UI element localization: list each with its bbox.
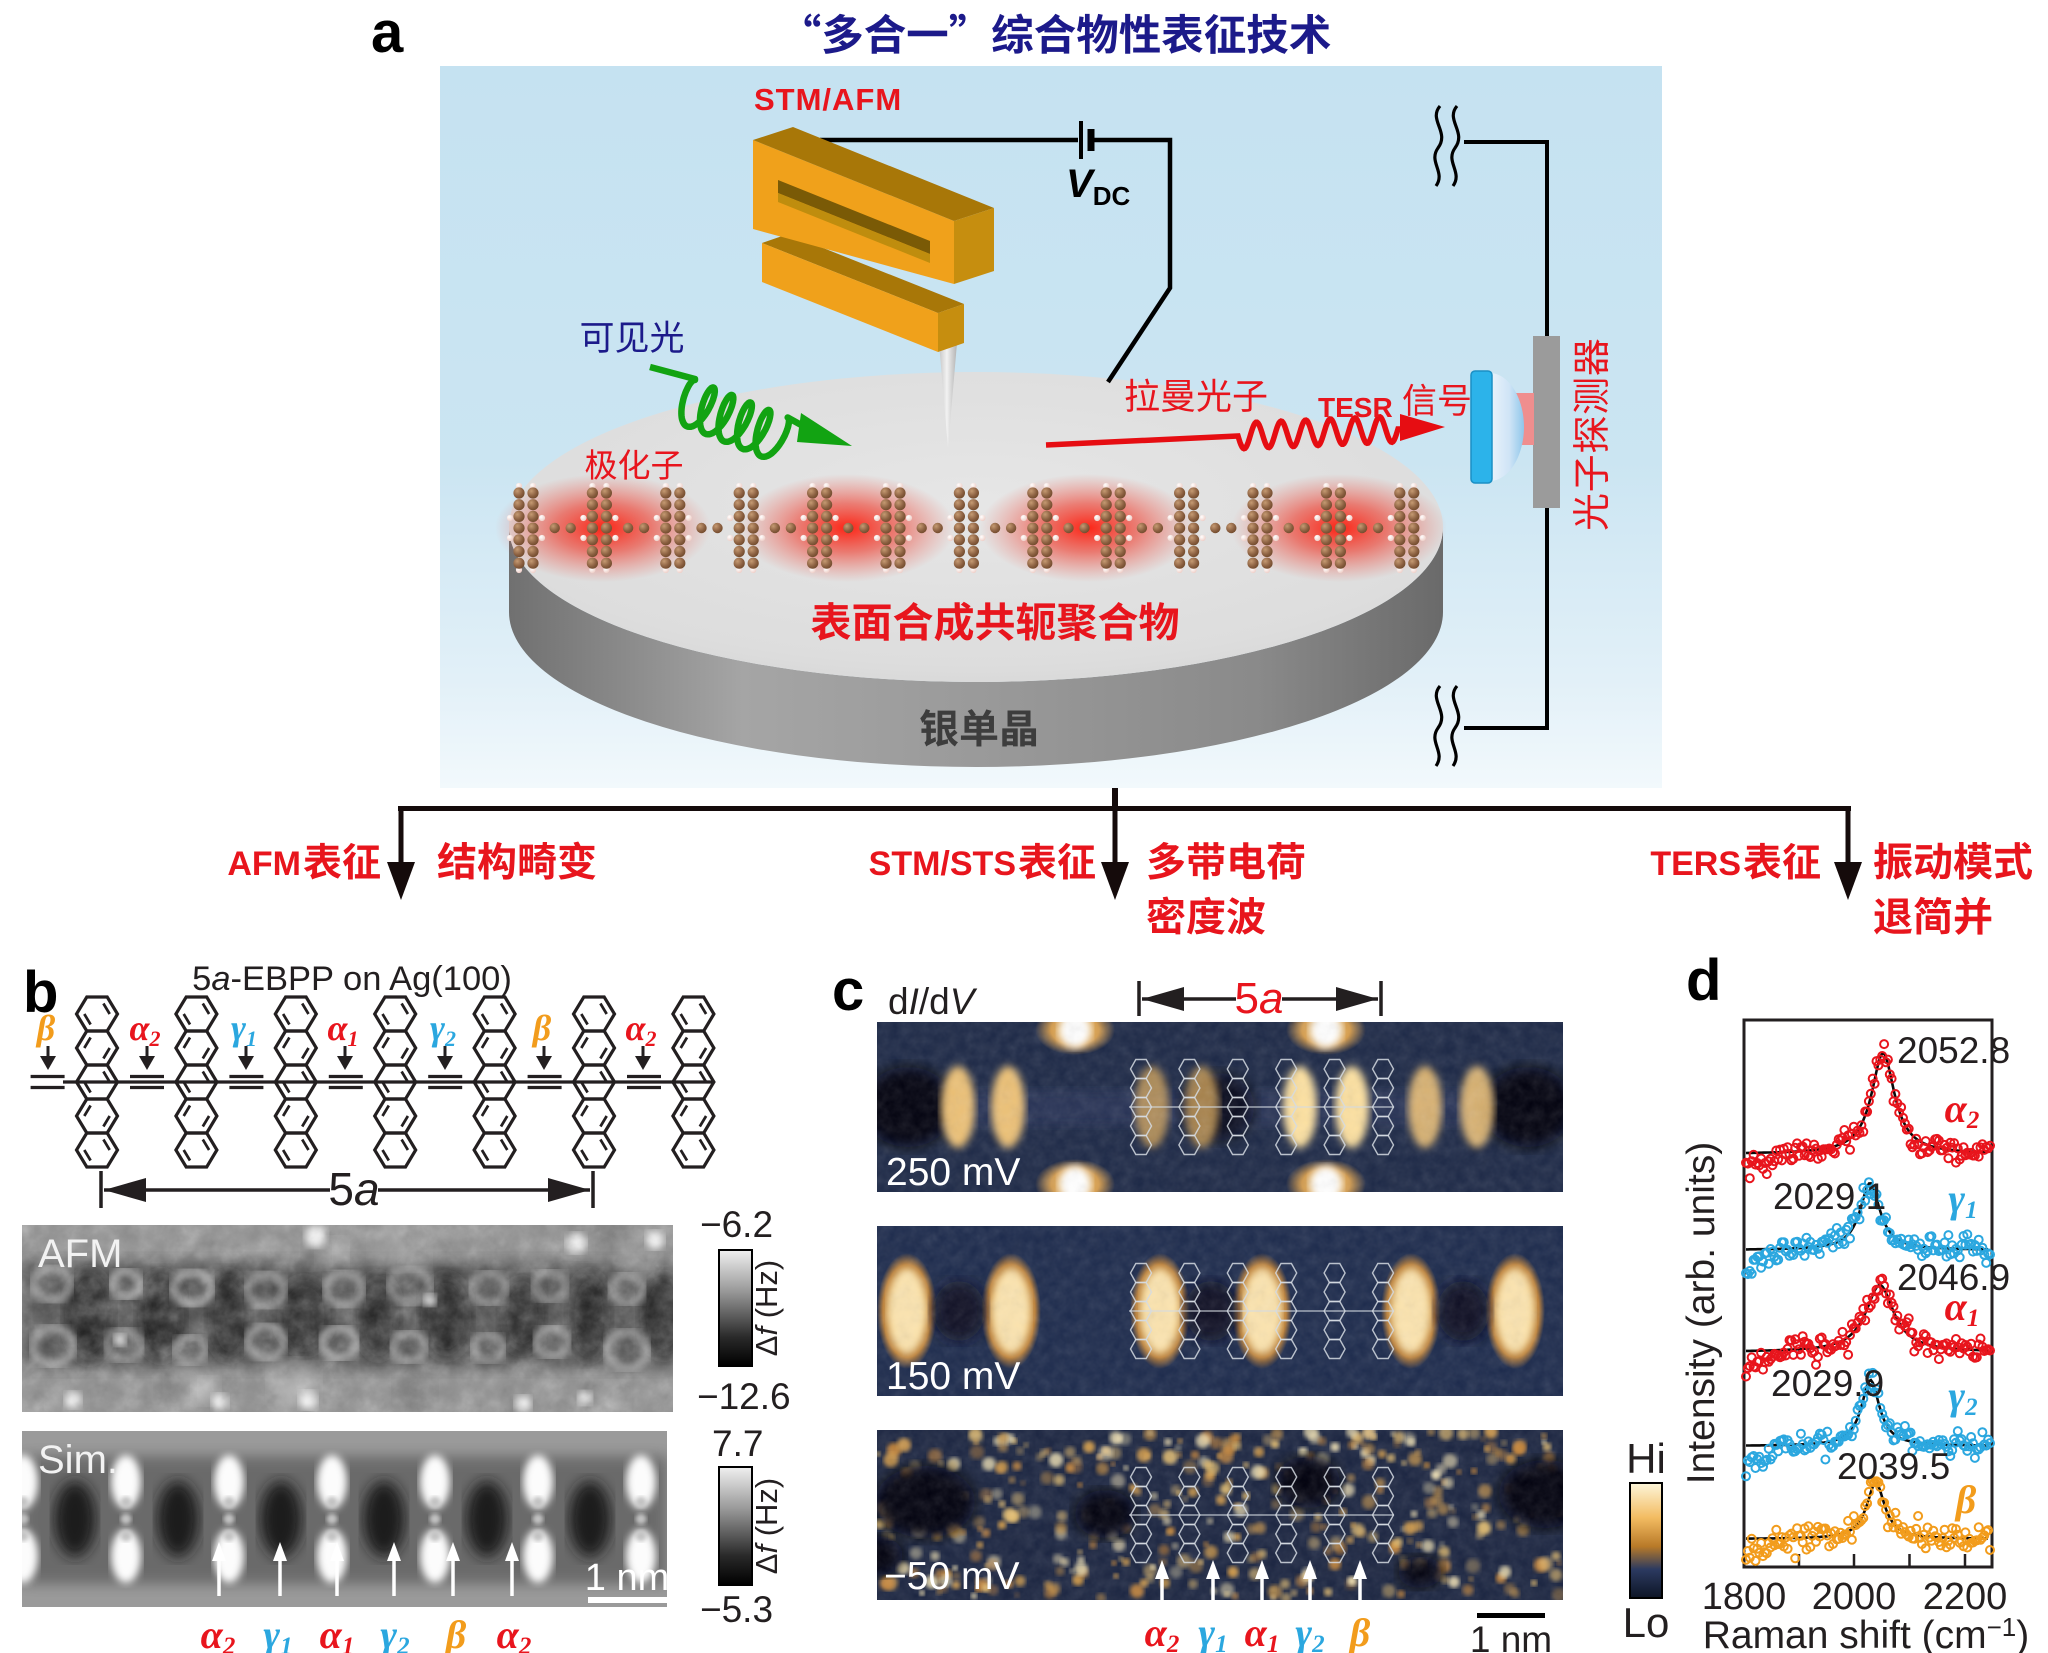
svg-text:c: c bbox=[832, 958, 864, 1023]
svg-text:β: β bbox=[531, 1008, 552, 1048]
svg-text:1 nm: 1 nm bbox=[1470, 1619, 1552, 1653]
svg-text:1 nm: 1 nm bbox=[585, 1557, 669, 1599]
svg-text:Sim.: Sim. bbox=[38, 1438, 118, 1482]
svg-text:γ2: γ2 bbox=[1948, 1373, 1977, 1421]
svg-text:α1: α1 bbox=[320, 1612, 355, 1653]
svg-text:Intensity (arb. units): Intensity (arb. units) bbox=[1680, 1142, 1723, 1484]
svg-text:250 mV: 250 mV bbox=[886, 1151, 1020, 1194]
svg-text:Lo: Lo bbox=[1623, 1599, 1670, 1646]
svg-text:VDC: VDC bbox=[1066, 162, 1130, 211]
svg-text:β: β bbox=[1954, 1477, 1977, 1522]
svg-text:2200: 2200 bbox=[1923, 1576, 2008, 1618]
svg-text:2039.5: 2039.5 bbox=[1837, 1446, 1950, 1487]
svg-text:−6.2: −6.2 bbox=[700, 1204, 773, 1245]
svg-text:1800: 1800 bbox=[1702, 1576, 1787, 1618]
svg-text:γ2: γ2 bbox=[380, 1612, 409, 1653]
svg-text:2029.9: 2029.9 bbox=[1771, 1363, 1884, 1404]
svg-text:Δf (Hz): Δf (Hz) bbox=[749, 1260, 784, 1357]
svg-text:5a: 5a bbox=[1235, 974, 1284, 1023]
svg-text:a: a bbox=[371, 0, 404, 65]
svg-text:d: d bbox=[1686, 948, 1721, 1013]
svg-text:β: β bbox=[35, 1008, 56, 1048]
svg-text:dI/dV: dI/dV bbox=[888, 981, 978, 1022]
svg-text:b: b bbox=[23, 960, 58, 1025]
svg-text:5a: 5a bbox=[328, 1163, 379, 1215]
svg-text:α1: α1 bbox=[1245, 1610, 1280, 1653]
svg-text:TESR: TESR bbox=[1318, 392, 1393, 423]
svg-text:β: β bbox=[1348, 1610, 1371, 1653]
svg-text:2052.8: 2052.8 bbox=[1897, 1030, 2010, 1071]
svg-text:Δf (Hz): Δf (Hz) bbox=[749, 1478, 784, 1575]
svg-text:5a-EBPP on Ag(100): 5a-EBPP on Ag(100) bbox=[192, 960, 512, 998]
svg-text:TERS: TERS bbox=[1650, 845, 1741, 883]
svg-text:2029.1: 2029.1 bbox=[1773, 1176, 1886, 1217]
svg-text:−12.6: −12.6 bbox=[697, 1376, 791, 1417]
svg-text:7.7: 7.7 bbox=[712, 1423, 763, 1464]
svg-text:Raman shift (cm−1): Raman shift (cm−1) bbox=[1703, 1612, 2030, 1653]
svg-text:−5.3: −5.3 bbox=[700, 1589, 773, 1630]
svg-text:Hi: Hi bbox=[1626, 1435, 1666, 1482]
svg-text:STM/AFM: STM/AFM bbox=[754, 82, 902, 117]
svg-text:α2: α2 bbox=[201, 1612, 236, 1653]
svg-text:2046.9: 2046.9 bbox=[1897, 1257, 2010, 1298]
svg-text:STM/STS: STM/STS bbox=[869, 845, 1016, 883]
svg-text:AFM: AFM bbox=[38, 1232, 122, 1276]
svg-text:β: β bbox=[444, 1612, 467, 1653]
svg-text:150 mV: 150 mV bbox=[886, 1355, 1020, 1398]
svg-text:−50 mV: −50 mV bbox=[884, 1555, 1020, 1598]
svg-text:AFM: AFM bbox=[227, 845, 301, 883]
svg-text:2000: 2000 bbox=[1812, 1576, 1897, 1618]
